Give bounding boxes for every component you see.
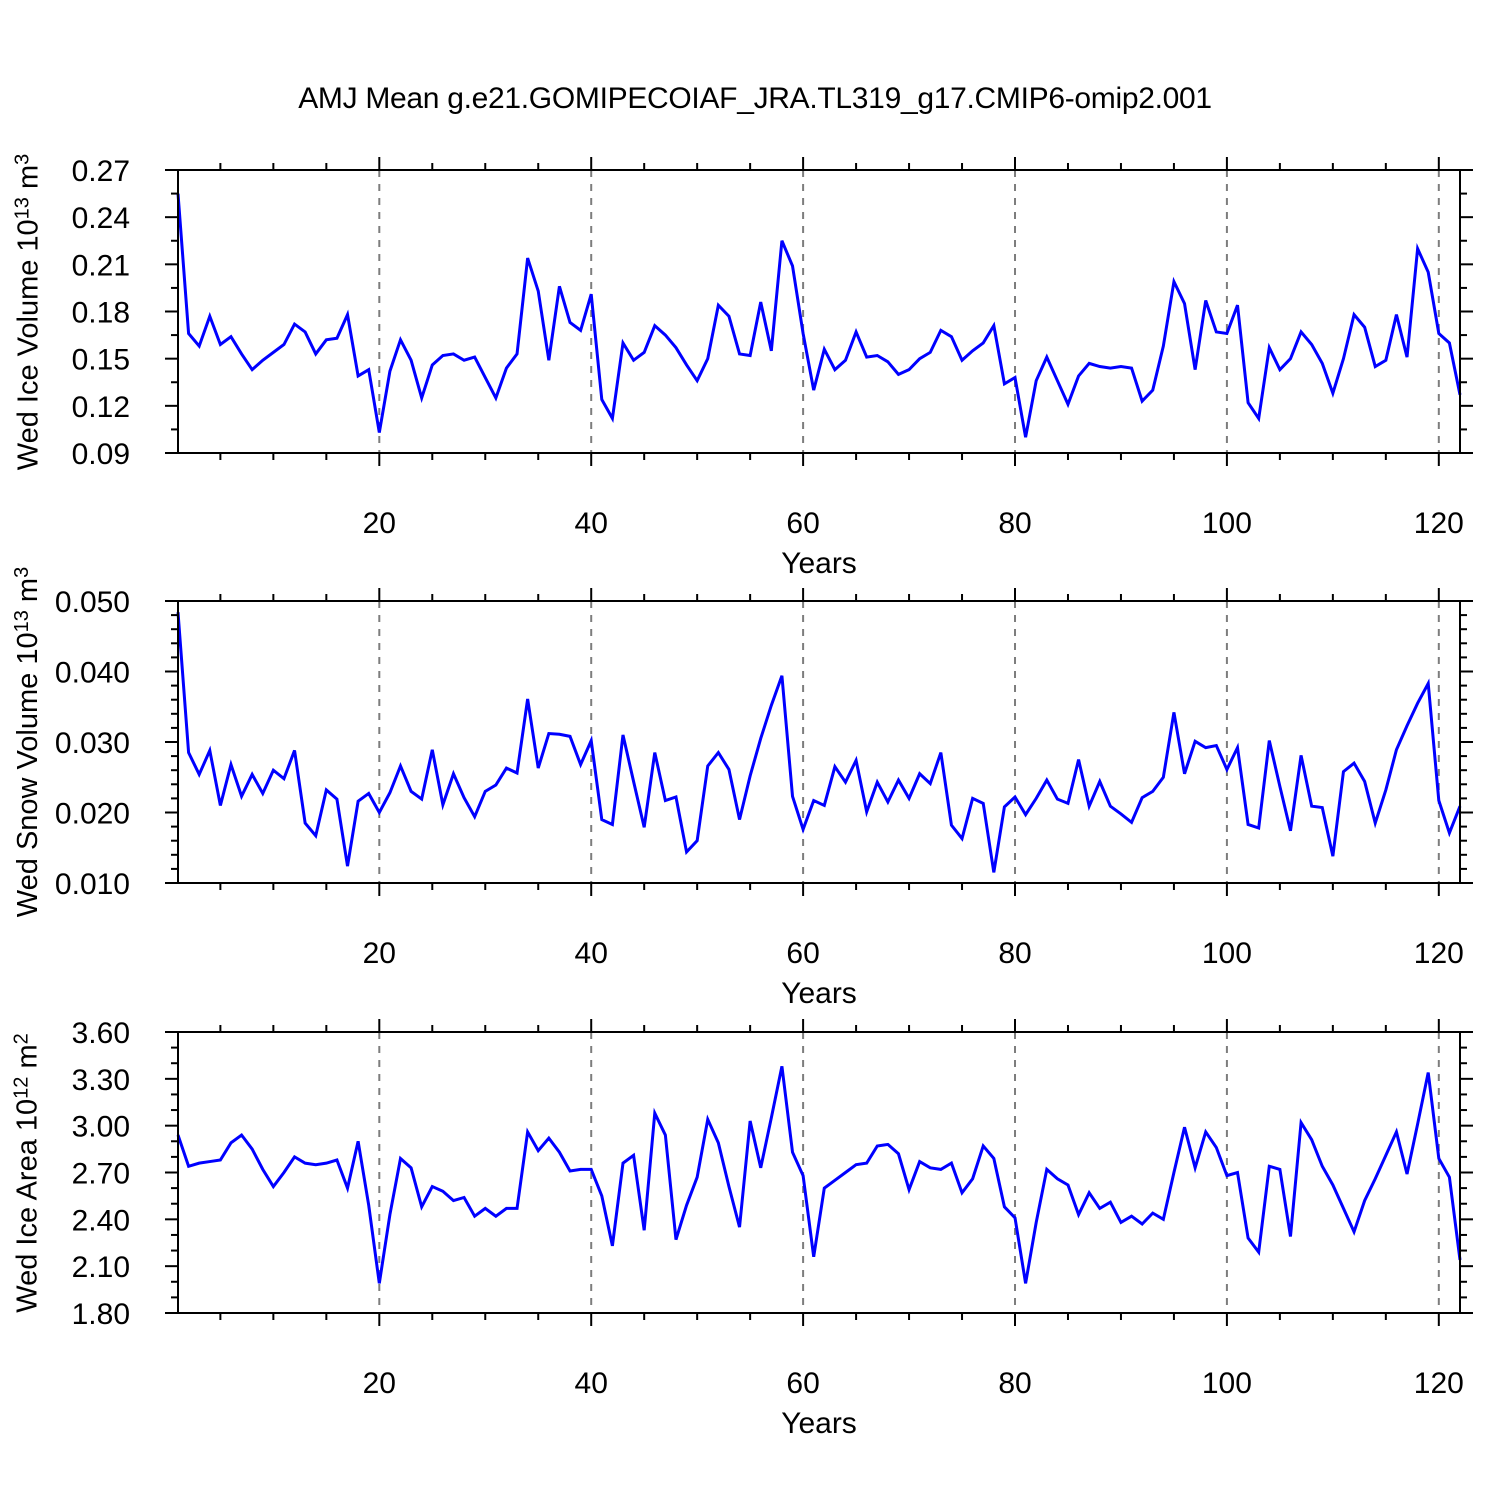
chart-title: AMJ Mean g.e21.GOMIPECOIAF_JRA.TL319_g17… bbox=[298, 82, 1212, 115]
y-tick-label: 0.010 bbox=[55, 868, 130, 901]
wed-ice-area-line bbox=[176, 1066, 1462, 1284]
x-tick-label: 80 bbox=[998, 1367, 1031, 1400]
y-axis-title-text: Wed Ice Area 1012 m2 bbox=[11, 1033, 45, 1312]
x-axis-title: Years bbox=[781, 547, 857, 580]
x-tick-label: 100 bbox=[1202, 937, 1252, 970]
y-axis-title-unit: m bbox=[12, 164, 45, 197]
x-tick-label: 20 bbox=[363, 937, 396, 970]
y-axis-title-unit: m bbox=[12, 1043, 44, 1077]
x-tick-label: 60 bbox=[786, 1367, 819, 1400]
y-tick-label: 3.30 bbox=[72, 1064, 130, 1097]
unit-superscript: 2 bbox=[11, 1032, 33, 1044]
wed-ice-volume-line bbox=[176, 193, 1462, 438]
x-tick-label: 120 bbox=[1414, 937, 1464, 970]
x-tick-label: 20 bbox=[363, 507, 396, 540]
x-axis-title: Years bbox=[781, 977, 857, 1010]
y-tick-label: 1.80 bbox=[72, 1298, 130, 1331]
y-tick-label: 0.27 bbox=[72, 155, 130, 188]
y-tick-label: 2.40 bbox=[72, 1204, 130, 1237]
y-axis-title-base: Wed Snow Volume 10 bbox=[12, 632, 44, 918]
y-tick-label: 3.00 bbox=[72, 1111, 130, 1144]
y-tick-label: 0.050 bbox=[55, 586, 130, 619]
y-tick-label: 0.21 bbox=[72, 249, 130, 282]
x-tick-label: 120 bbox=[1414, 1367, 1464, 1400]
unit-superscript: 3 bbox=[11, 153, 34, 165]
x-tick-label: 60 bbox=[786, 507, 819, 540]
y-axis-title-snow-volume: Wed Snow Volume 1013 m3 bbox=[0, 567, 56, 917]
y-axis-title-ice-area: Wed Ice Area 1012 m2 bbox=[0, 1032, 56, 1313]
y-tick-label: 3.60 bbox=[72, 1017, 130, 1050]
y-axis-title-text: Wed Snow Volume 1013 m3 bbox=[11, 567, 45, 917]
unit-superscript: 3 bbox=[11, 566, 33, 578]
y-tick-label: 0.18 bbox=[72, 297, 130, 330]
x-tick-label: 40 bbox=[575, 507, 608, 540]
exponent-superscript: 13 bbox=[11, 196, 34, 219]
y-axis-title-unit: m bbox=[12, 577, 44, 611]
y-tick-label: 0.15 bbox=[72, 344, 130, 377]
wed-ice-volume-plot-frame bbox=[177, 169, 1461, 454]
y-tick-label: 2.10 bbox=[72, 1251, 130, 1284]
y-tick-label: 0.12 bbox=[72, 391, 130, 424]
y-axis-title-base: Wed Ice Volume 10 bbox=[12, 218, 45, 470]
wed-snow-volume-line bbox=[176, 612, 1462, 873]
y-tick-label: 0.020 bbox=[55, 798, 130, 831]
x-tick-label: 100 bbox=[1202, 1367, 1252, 1400]
x-tick-label: 100 bbox=[1202, 507, 1252, 540]
x-tick-label: 80 bbox=[998, 937, 1031, 970]
x-tick-label: 20 bbox=[363, 1367, 396, 1400]
y-axis-title-ice-volume: Wed Ice Volume 1013 m3 bbox=[0, 153, 56, 470]
y-tick-label: 0.24 bbox=[72, 202, 130, 235]
y-axis-title-text: Wed Ice Volume 1013 m3 bbox=[11, 153, 45, 470]
x-tick-label: 40 bbox=[575, 937, 608, 970]
x-tick-label: 80 bbox=[998, 507, 1031, 540]
x-axis-title: Years bbox=[781, 1407, 857, 1440]
x-tick-label: 60 bbox=[786, 937, 819, 970]
exponent-superscript: 12 bbox=[11, 1076, 33, 1099]
exponent-superscript: 13 bbox=[11, 610, 33, 633]
y-tick-label: 0.09 bbox=[72, 438, 130, 471]
x-tick-label: 40 bbox=[575, 1367, 608, 1400]
y-tick-label: 0.030 bbox=[55, 727, 130, 760]
x-tick-label: 120 bbox=[1414, 507, 1464, 540]
y-axis-title-base: Wed Ice Area 10 bbox=[12, 1098, 44, 1313]
y-tick-label: 2.70 bbox=[72, 1158, 130, 1191]
y-tick-label: 0.040 bbox=[55, 657, 130, 690]
